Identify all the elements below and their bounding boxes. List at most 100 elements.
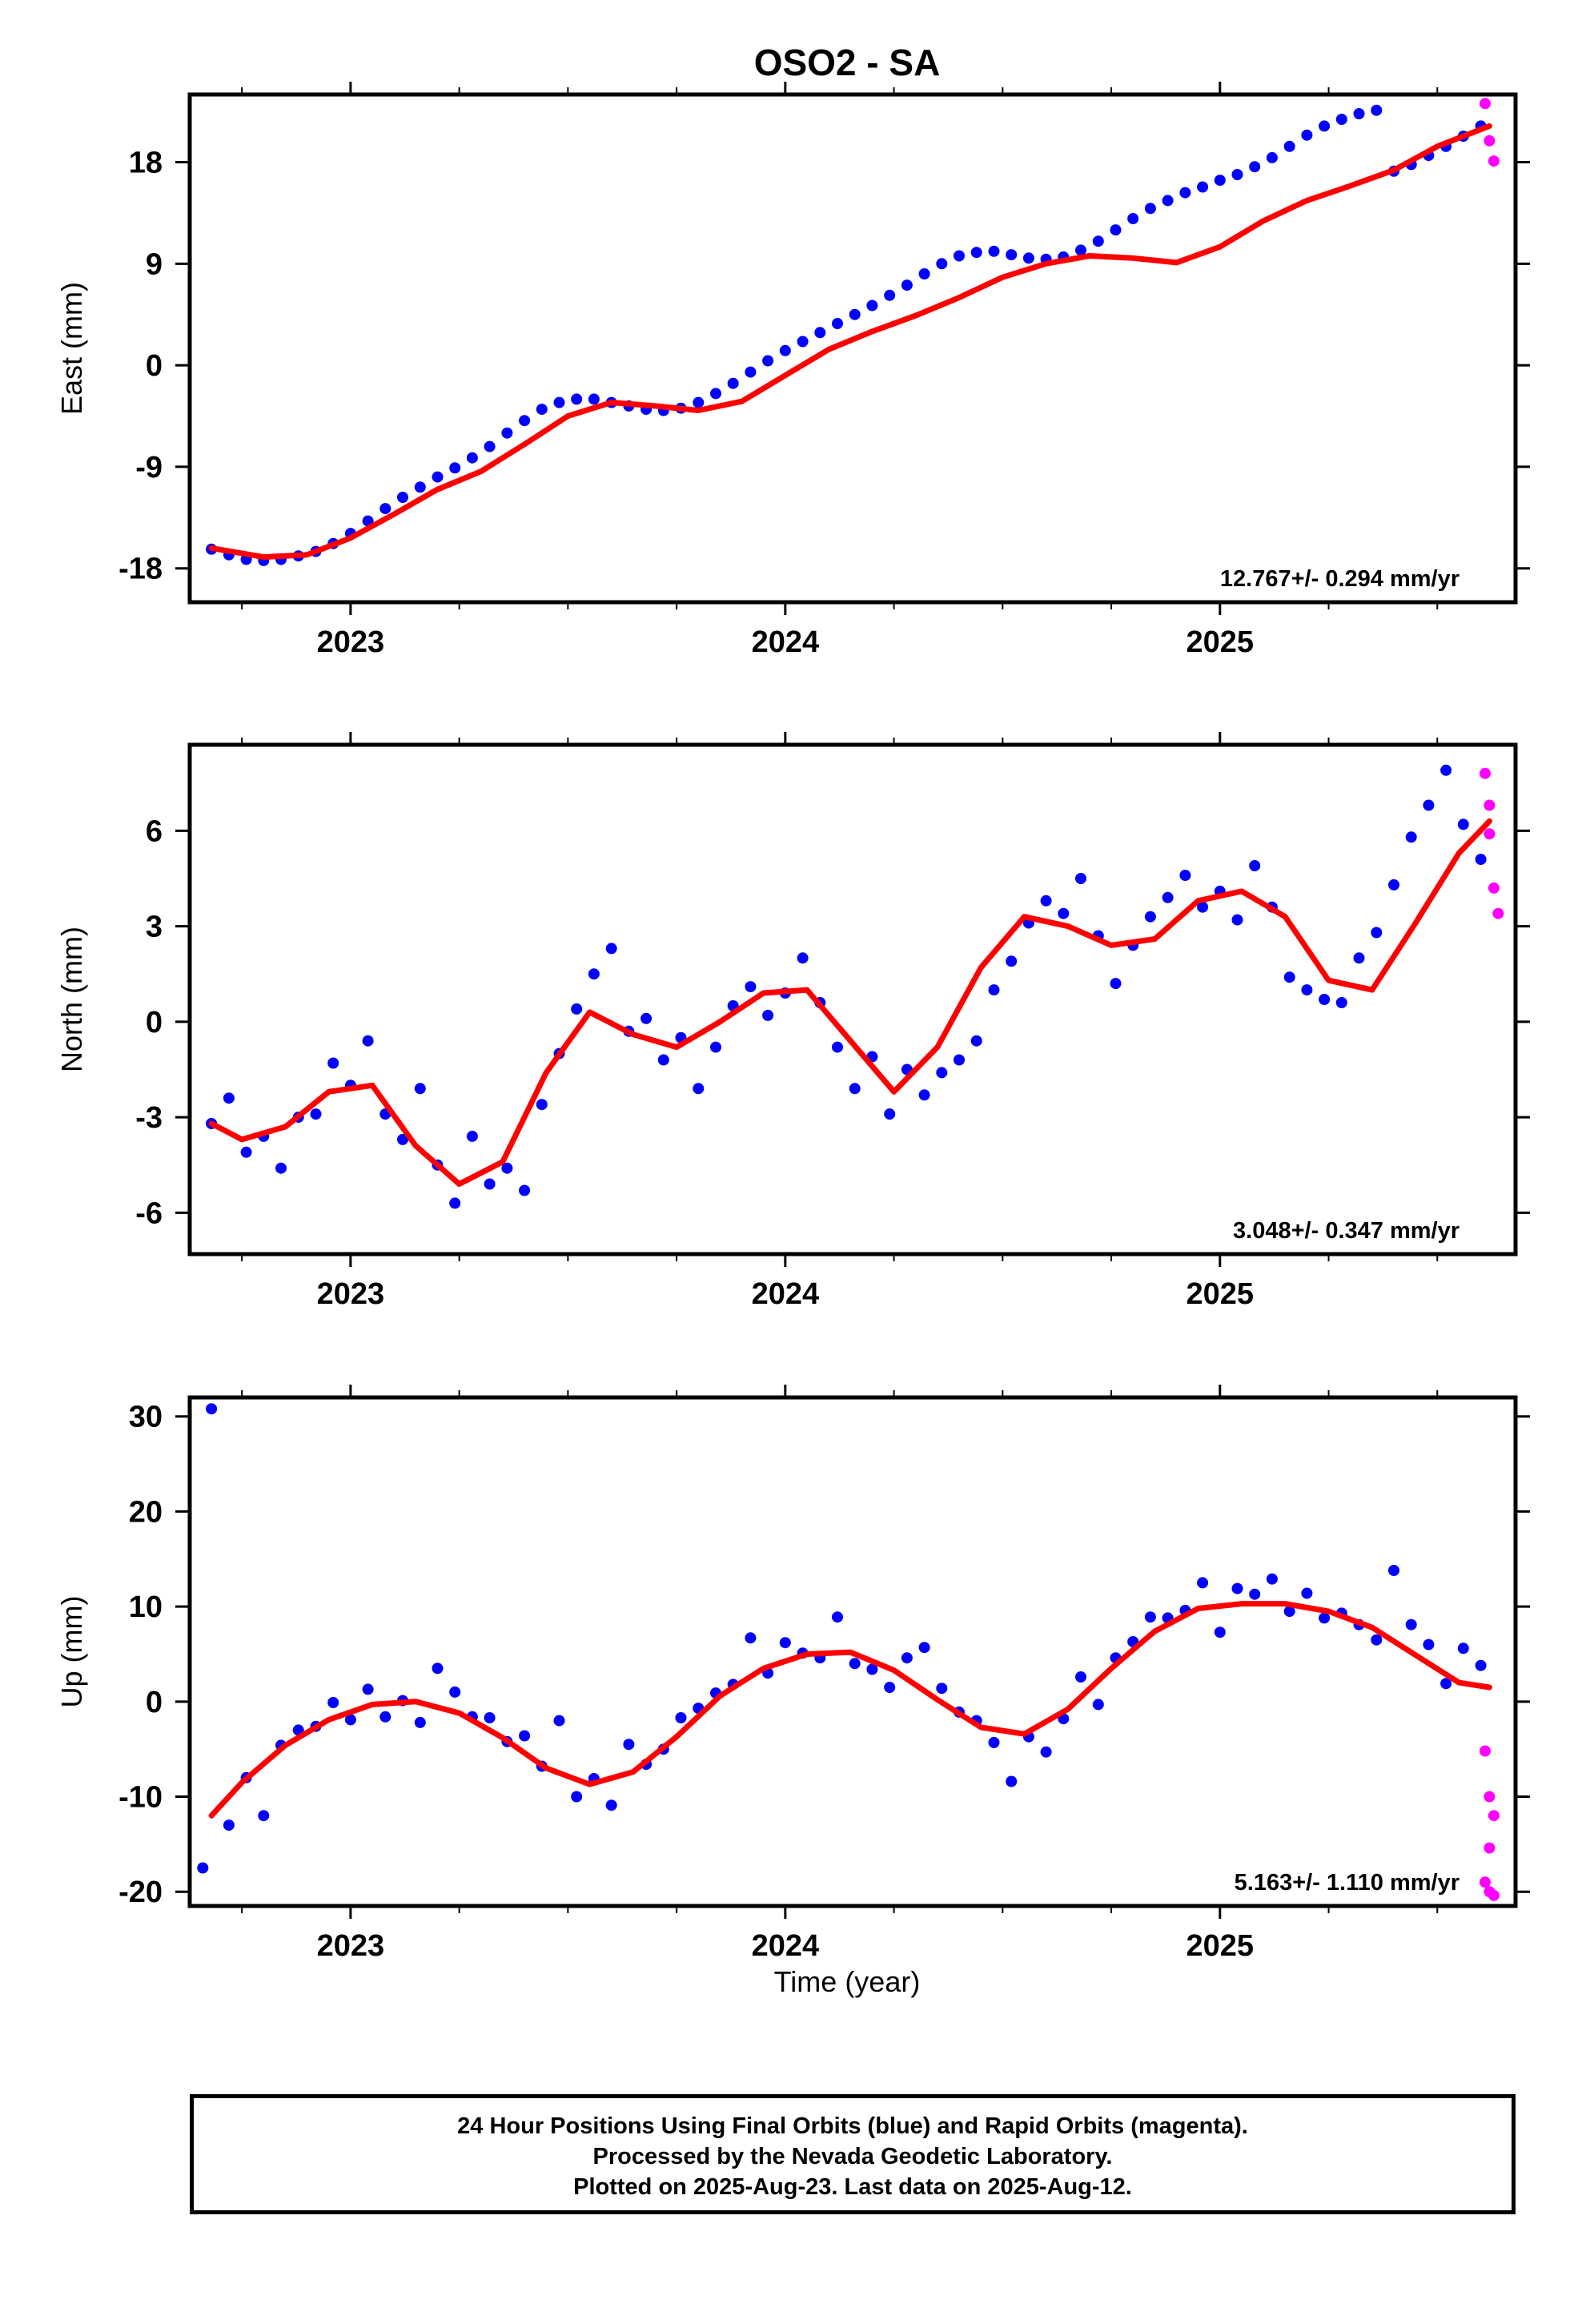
final-point [1006, 955, 1018, 967]
final-point [484, 1712, 496, 1723]
plot-frame [187, 1395, 1518, 1908]
rapid-point [1484, 1842, 1496, 1854]
final-point [1440, 764, 1452, 776]
panel-east: 2023 2024 2025 -18 -9 0 9 18 East (mm) 12.767+/- … [55, 82, 1530, 659]
rapid-point [1480, 1876, 1491, 1888]
x-tick-label: 2023 [317, 1929, 385, 1963]
final-point [275, 1162, 287, 1174]
final-point [1092, 1699, 1104, 1711]
final-point [484, 1178, 496, 1190]
final-point [414, 1716, 426, 1728]
final-point [553, 396, 565, 408]
final-point [1335, 114, 1347, 125]
final-point [1423, 1638, 1435, 1651]
final-point [1249, 860, 1261, 871]
final-point [588, 393, 600, 405]
final-point [1197, 901, 1209, 913]
final-point [954, 250, 965, 262]
final-point [1371, 104, 1383, 116]
final-point [797, 952, 809, 964]
panels: 2023 2024 2025 -18 -9 0 9 18 East (mm) 12.767+/- … [55, 82, 1530, 1963]
final-point [657, 1054, 669, 1066]
y-tick-label: 30 [129, 1401, 163, 1434]
final-point [1006, 249, 1018, 261]
final-point [745, 366, 757, 378]
final-point [1457, 818, 1469, 830]
y-tick-label: -6 [135, 1196, 163, 1230]
final-point [1022, 252, 1034, 264]
final-point [1179, 870, 1191, 881]
final-point [1301, 1587, 1313, 1599]
final-point [1371, 927, 1383, 939]
final-point [1075, 873, 1086, 884]
final-point [779, 1637, 791, 1649]
x-tick-label: 2023 [317, 625, 385, 659]
rate-annotation: 3.048+/- 0.347 mm/yr [1233, 1218, 1460, 1244]
final-point [432, 471, 444, 483]
final-point [1283, 1606, 1295, 1618]
final-point [710, 1041, 721, 1053]
final-point [1319, 120, 1331, 132]
y-tick-label: 6 [146, 814, 163, 848]
y-tick-label: 0 [146, 1686, 163, 1719]
final-point [832, 1611, 843, 1623]
rapid-point [1492, 907, 1504, 919]
final-point [954, 1054, 965, 1066]
final-point [710, 388, 721, 400]
final-point [797, 336, 809, 348]
final-point [1162, 891, 1174, 903]
final-point [1266, 151, 1278, 163]
rapid-point [1488, 882, 1500, 894]
final-point [1371, 1634, 1383, 1646]
final-point [693, 1083, 705, 1095]
footer-line-3: Plotted on 2025-Aug-23. Last data on 202… [573, 2174, 1132, 2200]
final-point [727, 377, 739, 389]
final-point [901, 1652, 913, 1664]
final-point [745, 1632, 757, 1644]
final-point [1405, 1618, 1417, 1630]
final-point [501, 427, 513, 439]
rapid-point [1488, 155, 1500, 167]
final-point [918, 1089, 930, 1101]
final-point [1319, 994, 1331, 1005]
rapid-point [1484, 799, 1496, 811]
panel-north: 2023 2024 2025 -6 -3 0 3 6 North (mm) 3.048+/- 0.… [55, 732, 1530, 1311]
final-point [849, 1658, 861, 1670]
final-point [1475, 854, 1487, 866]
final-point [1475, 1659, 1487, 1671]
footer-line-1: 24 Hour Positions Using Final Orbits (bl… [457, 2113, 1248, 2139]
final-point [988, 984, 1000, 996]
x-tick-label: 2024 [752, 1929, 820, 1963]
y-tick-label: 9 [146, 247, 163, 281]
final-point [1231, 169, 1243, 180]
final-point [849, 308, 861, 320]
plot-frame [187, 92, 1518, 605]
final-point [1058, 907, 1070, 919]
final-point [1110, 224, 1122, 236]
y-tick-label: 10 [129, 1590, 163, 1624]
final-point [814, 327, 826, 339]
model-line [208, 818, 1492, 1187]
final-point [901, 279, 913, 292]
final-point [449, 1197, 461, 1209]
final-point [1319, 1612, 1331, 1624]
final-point [519, 1184, 531, 1196]
final-point [918, 1642, 930, 1654]
final-point [849, 1083, 861, 1095]
final-point [571, 393, 583, 405]
final-point [762, 1009, 774, 1021]
final-point [988, 245, 1000, 257]
x-tick-label: 2024 [752, 625, 820, 659]
final-point [414, 481, 426, 493]
x-tick-label: 2025 [1186, 625, 1255, 659]
final-point [519, 415, 531, 427]
final-point [693, 396, 705, 408]
final-point [379, 503, 391, 515]
final-point [1388, 879, 1399, 891]
final-point [1127, 213, 1139, 224]
final-point [310, 1108, 322, 1120]
final-point [1075, 244, 1086, 256]
final-point [1197, 181, 1209, 193]
final-point [1335, 997, 1347, 1008]
y-tick-label: -9 [135, 451, 163, 485]
